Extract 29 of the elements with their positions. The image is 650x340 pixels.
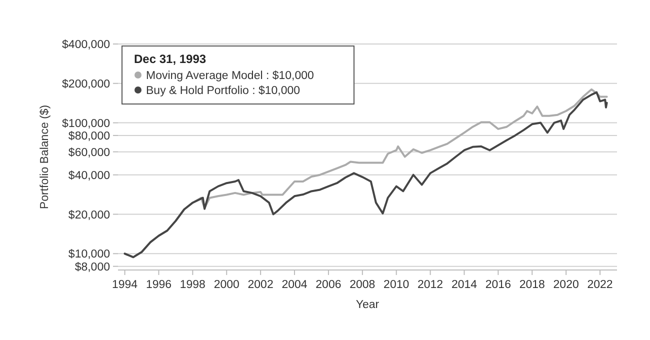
legend-label: Buy & Hold Portfolio : $10,000 [146, 85, 300, 97]
x-tick-label: 2018 [519, 279, 545, 291]
x-tick-label: 1994 [112, 279, 138, 291]
y-tick-label: $400,000 [62, 39, 110, 51]
y-tick-label: $60,000 [68, 146, 110, 159]
x-tick-label: 2014 [451, 279, 478, 291]
x-tick-label: 2016 [485, 279, 511, 291]
y-axis-title: Portfolio Balance ($) [39, 104, 51, 210]
x-tick-label: 2000 [214, 279, 240, 291]
y-tick-label: $80,000 [68, 130, 110, 142]
x-tick-label: 2020 [553, 279, 579, 291]
y-tick-label: $8,000 [74, 261, 110, 274]
x-tick-label: 2012 [418, 279, 444, 291]
x-tick-label: 2010 [384, 279, 410, 291]
legend-title: Dec 31, 1993 [134, 52, 206, 66]
y-tick-label: $200,000 [62, 78, 110, 90]
x-tick-label: 1998 [180, 279, 206, 291]
y-tick-label: $100,000 [62, 118, 110, 130]
x-axis-title: Year [356, 299, 380, 311]
x-tick-label: 2002 [248, 279, 274, 291]
x-tick-label: 2008 [350, 279, 376, 291]
y-tick-label: $40,000 [68, 170, 110, 182]
y-tick-label: $20,000 [68, 209, 110, 222]
x-tick-label: 2022 [587, 279, 613, 291]
x-tick-label: 2004 [282, 279, 308, 291]
legend-label: Moving Average Model : $10,000 [146, 70, 314, 82]
y-tick-label: $10,000 [68, 248, 110, 261]
x-tick-label: 1996 [146, 279, 172, 291]
x-tick-label: 2006 [316, 279, 342, 291]
